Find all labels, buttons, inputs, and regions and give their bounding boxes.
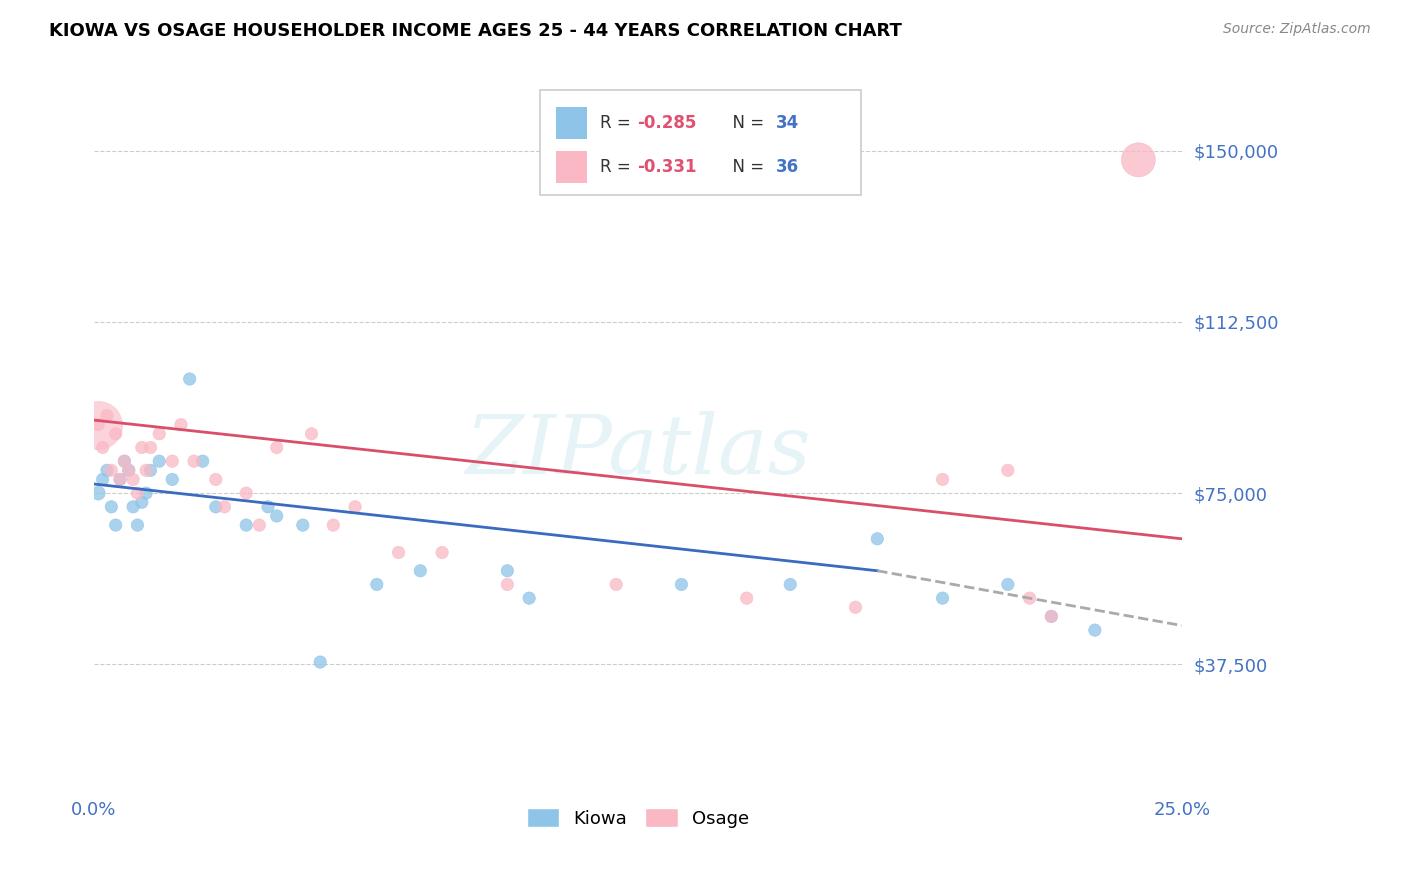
- FancyBboxPatch shape: [540, 90, 860, 194]
- Point: [366, 577, 388, 591]
- Point: [997, 463, 1019, 477]
- Point: [931, 472, 953, 486]
- Point: [291, 518, 314, 533]
- Point: [430, 545, 453, 559]
- Point: [87, 417, 110, 432]
- Text: 36: 36: [776, 158, 799, 176]
- Legend: Kiowa, Osage: Kiowa, Osage: [519, 801, 756, 835]
- Point: [118, 463, 141, 477]
- Point: [517, 591, 540, 606]
- Point: [96, 463, 118, 477]
- Point: [779, 577, 801, 591]
- Text: -0.331: -0.331: [637, 158, 696, 176]
- Point: [1128, 153, 1150, 167]
- Point: [162, 454, 184, 468]
- Text: N =: N =: [721, 114, 769, 132]
- Point: [87, 486, 110, 500]
- Point: [235, 486, 257, 500]
- FancyBboxPatch shape: [557, 151, 586, 183]
- Point: [866, 532, 889, 546]
- Point: [87, 417, 110, 432]
- Point: [108, 472, 131, 486]
- Point: [139, 441, 162, 455]
- Text: Source: ZipAtlas.com: Source: ZipAtlas.com: [1223, 22, 1371, 37]
- Point: [148, 454, 170, 468]
- Point: [179, 372, 201, 386]
- Point: [214, 500, 236, 514]
- Point: [257, 500, 280, 514]
- Point: [104, 426, 127, 441]
- Point: [91, 472, 114, 486]
- Point: [931, 591, 953, 606]
- Point: [235, 518, 257, 533]
- Text: KIOWA VS OSAGE HOUSEHOLDER INCOME AGES 25 - 44 YEARS CORRELATION CHART: KIOWA VS OSAGE HOUSEHOLDER INCOME AGES 2…: [49, 22, 903, 40]
- Text: -0.285: -0.285: [637, 114, 696, 132]
- Text: R =: R =: [600, 158, 636, 176]
- Point: [112, 454, 135, 468]
- Point: [247, 518, 270, 533]
- Point: [183, 454, 205, 468]
- Point: [1040, 609, 1063, 624]
- Point: [997, 577, 1019, 591]
- Point: [112, 454, 135, 468]
- Point: [496, 564, 519, 578]
- Point: [735, 591, 758, 606]
- Point: [100, 500, 122, 514]
- Point: [1040, 609, 1063, 624]
- Text: N =: N =: [721, 158, 769, 176]
- Point: [266, 441, 288, 455]
- Point: [605, 577, 627, 591]
- Point: [301, 426, 323, 441]
- Point: [671, 577, 693, 591]
- Text: R =: R =: [600, 114, 636, 132]
- Point: [108, 472, 131, 486]
- Point: [96, 409, 118, 423]
- Point: [387, 545, 409, 559]
- Point: [1018, 591, 1040, 606]
- Point: [118, 463, 141, 477]
- Point: [122, 500, 145, 514]
- Point: [409, 564, 432, 578]
- Point: [127, 518, 149, 533]
- Point: [122, 472, 145, 486]
- FancyBboxPatch shape: [557, 107, 586, 139]
- Point: [191, 454, 214, 468]
- Point: [131, 495, 153, 509]
- Point: [104, 518, 127, 533]
- Point: [309, 655, 332, 669]
- Point: [148, 426, 170, 441]
- Point: [344, 500, 367, 514]
- Point: [170, 417, 193, 432]
- Point: [204, 500, 226, 514]
- Point: [1084, 623, 1107, 637]
- Text: ZIPatlas: ZIPatlas: [465, 411, 811, 491]
- Point: [204, 472, 226, 486]
- Point: [100, 463, 122, 477]
- Point: [266, 508, 288, 523]
- Point: [131, 441, 153, 455]
- Point: [844, 600, 866, 615]
- Text: 34: 34: [776, 114, 800, 132]
- Point: [139, 463, 162, 477]
- Point: [135, 486, 157, 500]
- Point: [322, 518, 344, 533]
- Point: [162, 472, 184, 486]
- Point: [91, 441, 114, 455]
- Point: [135, 463, 157, 477]
- Point: [127, 486, 149, 500]
- Point: [496, 577, 519, 591]
